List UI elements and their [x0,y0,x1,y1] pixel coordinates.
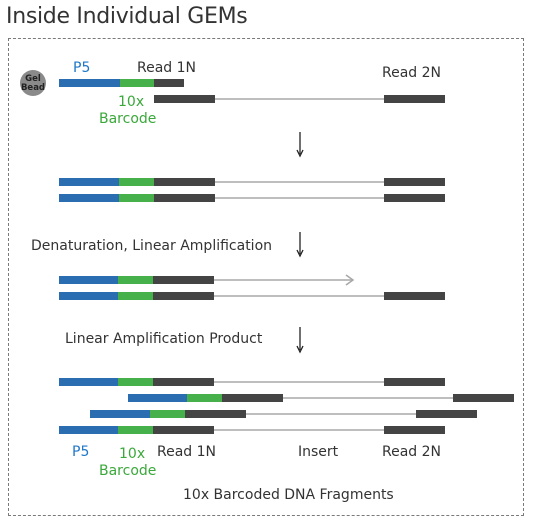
p5-segment [59,276,118,284]
barcode-segment [118,292,153,300]
read1-segment [154,194,215,202]
p5-segment [59,178,119,186]
barcode-segment [150,410,185,418]
read1-segment [153,426,214,434]
barcode-segment [119,194,154,202]
final-read2-label: Read 2N [382,444,441,460]
read2-segment [384,378,445,386]
read1-segment [185,410,246,418]
down-arrow-icon [296,327,304,354]
final-read1-label: Read 1N [157,444,216,460]
read2-segment [453,394,514,402]
read2-segment [384,194,445,202]
barcode-segment [187,394,222,402]
read1-label: Read 1N [137,60,196,76]
final-barcode-label-line1: 10x [119,446,145,462]
barcode-label-line2: Barcode [99,111,156,127]
page-title: Inside Individual GEMs [6,4,248,29]
barcode-segment [118,426,153,434]
gel-bead-circle [20,70,46,96]
p5-segment [59,79,120,87]
caption: 10x Barcoded DNA Fragments [183,487,394,503]
read1-segment [153,276,214,284]
read2-segment [384,178,445,186]
extension-arrowhead [345,274,355,286]
read1-segment [154,178,215,186]
read1-segment [154,79,184,87]
p5-segment [59,194,119,202]
linear-product-label: Linear Amplification Product [65,331,263,347]
barcode-label-line1: 10x [118,94,144,110]
read1-segment [153,292,214,300]
p5-segment [59,378,118,386]
step2-duplex [59,178,445,202]
gel-bead: Gel Bead [20,70,46,96]
read2-segment [384,426,445,434]
read2-label: Read 2N [382,65,441,81]
gel-bead-label-line2: Bead [21,83,45,93]
final-p5-label: P5 [72,444,89,460]
read1-template-segment [154,95,215,103]
barcode-segment [118,378,153,386]
barcode-segment [120,79,154,87]
down-arrow-icon [296,132,304,158]
final-insert-label: Insert [298,444,339,460]
barcode-segment [118,276,153,284]
step1-construct: P5 Read 1N Read 2N 10x Barcode [59,60,445,127]
denaturation-label: Denaturation, Linear Amplification [31,238,272,254]
barcode-segment [119,178,154,186]
step3-amplification [59,274,445,300]
read1-segment [153,378,214,386]
final-barcode-label-line2: Barcode [99,463,156,479]
read2-segment [384,95,445,103]
gem-panel-border [8,38,524,516]
read2-segment [384,292,445,300]
p5-segment [128,394,187,402]
p5-segment [59,426,118,434]
p5-segment [59,292,118,300]
down-arrow-icon [296,232,304,258]
final-fragments: P5 10x Barcode Read 1N Insert Read 2N [59,378,514,479]
p5-segment [90,410,150,418]
gel-bead-label-line1: Gel [25,74,41,84]
p5-label: P5 [73,60,90,76]
read2-segment [416,410,477,418]
read1-segment [222,394,283,402]
